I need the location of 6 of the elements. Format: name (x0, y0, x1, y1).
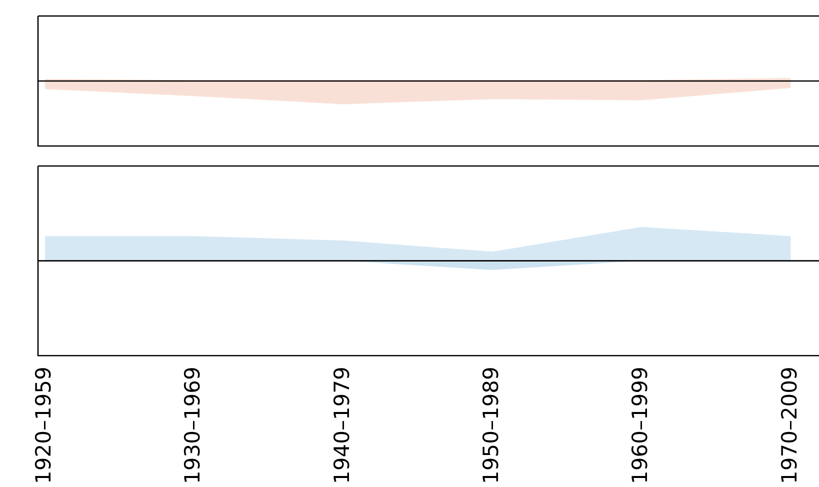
x-tick-label: 1950–1989 (478, 366, 503, 484)
x-tick-label: 1960–1999 (628, 366, 652, 484)
x-tick-label: 1940–1979 (330, 366, 354, 484)
x-tick-label: 1970–2009 (777, 366, 802, 484)
x-tick-label: 1930–1969 (180, 366, 205, 484)
x-tick-label: 1920–1959 (31, 366, 56, 484)
